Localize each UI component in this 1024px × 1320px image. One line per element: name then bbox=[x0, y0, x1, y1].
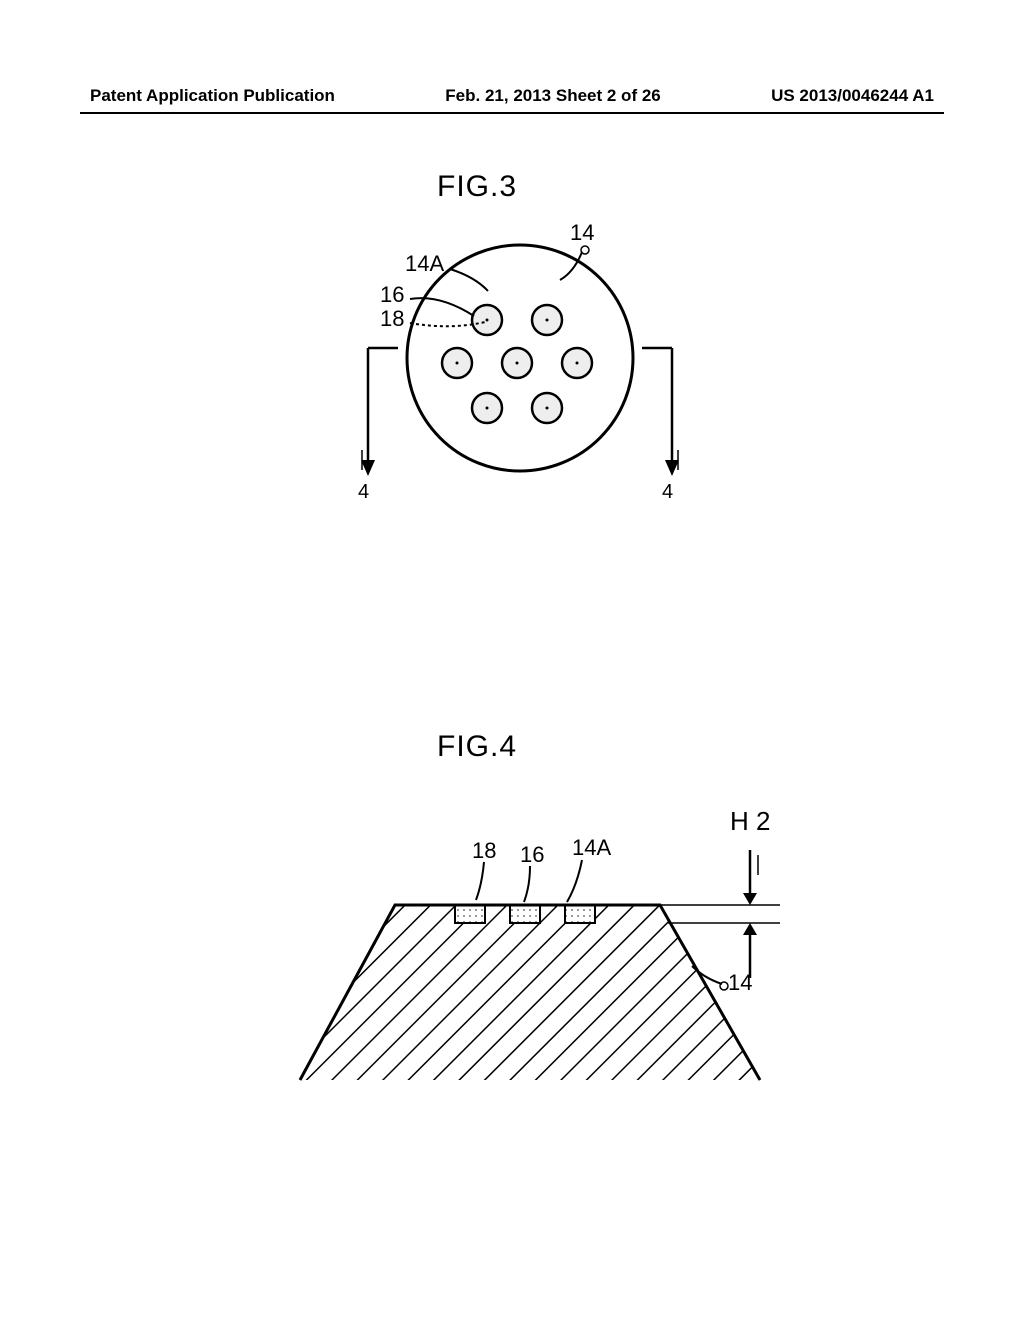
svg-text:14: 14 bbox=[570, 220, 594, 245]
svg-text:14: 14 bbox=[728, 970, 752, 995]
svg-text:16: 16 bbox=[380, 282, 404, 307]
figure-3-drawing: 14 14A1618 4 4 bbox=[0, 200, 1024, 760]
header-right: US 2013/0046244 A1 bbox=[771, 86, 934, 106]
svg-text:H 2: H 2 bbox=[730, 806, 770, 836]
svg-text:18: 18 bbox=[472, 838, 496, 863]
figure-4-title: FIG.4 bbox=[437, 730, 517, 764]
svg-text:14A: 14A bbox=[572, 835, 611, 860]
figure-3-title: FIG.3 bbox=[437, 170, 517, 204]
svg-text:4: 4 bbox=[358, 481, 369, 503]
header-center: Feb. 21, 2013 Sheet 2 of 26 bbox=[445, 86, 660, 106]
patent-header: Patent Application Publication Feb. 21, … bbox=[0, 86, 1024, 106]
svg-text:4: 4 bbox=[662, 481, 673, 503]
svg-text:16: 16 bbox=[520, 842, 544, 867]
svg-text:18: 18 bbox=[380, 306, 404, 331]
figure-4-drawing: H 2 14A 18 16 14 bbox=[0, 800, 1024, 1300]
header-rule bbox=[80, 112, 944, 114]
svg-text:14A: 14A bbox=[405, 251, 444, 276]
header-left: Patent Application Publication bbox=[90, 86, 335, 106]
